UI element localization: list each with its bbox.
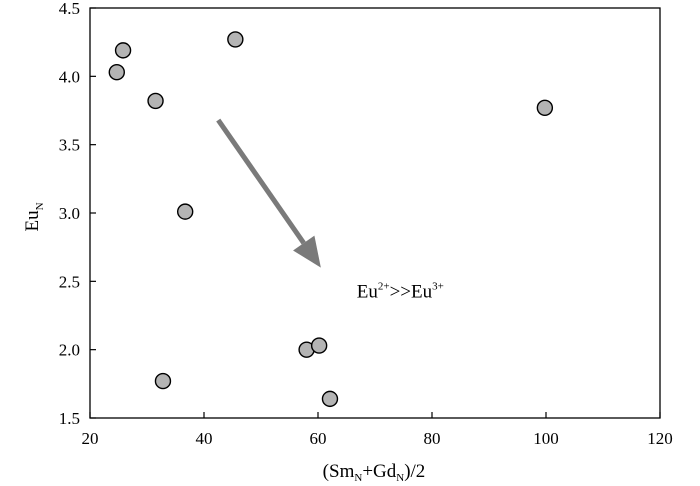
y-tick-label: 1.5 — [59, 409, 80, 428]
x-axis-label-prefix: (Sm — [323, 461, 355, 482]
y-axis-label: EuN — [22, 202, 46, 231]
y-tick-label: 2.5 — [59, 272, 80, 291]
data-point — [176, 203, 194, 220]
plot-frame — [89, 7, 661, 419]
arrow-head — [293, 235, 321, 268]
data-point — [114, 42, 132, 59]
x-axis-label-sub1: N — [354, 472, 362, 484]
y-axis-label-sub: N — [34, 202, 46, 210]
annotation-eu-ratio: Eu2+>>Eu3+ — [357, 281, 444, 303]
x-tick-label: 60 — [310, 429, 327, 448]
data-point — [321, 390, 339, 408]
data-point — [147, 92, 164, 110]
trend-arrow — [216, 118, 321, 268]
arrow-shaft — [216, 118, 306, 245]
x-tick-label: 20 — [82, 429, 99, 448]
data-point — [108, 64, 125, 81]
y-tick-label: 4.0 — [59, 67, 80, 86]
data-point — [536, 99, 554, 116]
x-axis-label-sub2: N — [396, 472, 404, 484]
x-axis-label: (SmN+GdN)/2 — [323, 461, 426, 484]
x-tick-label: 120 — [647, 429, 673, 448]
x-tick-label: 80 — [424, 429, 441, 448]
y-tick-label: 2.0 — [59, 341, 80, 360]
annotation-mid: >>Eu — [390, 282, 433, 303]
x-tick-label: 40 — [196, 429, 213, 448]
axes — [89, 7, 661, 419]
x-axis-label-mid: +Gd — [362, 461, 396, 482]
annotation-sup1: 2+ — [378, 281, 390, 293]
data-point — [154, 372, 172, 390]
y-axis-label-main: Eu — [22, 210, 43, 232]
axis-ticks: 20 40 60 80 100 120 1.5 2.0 2.5 3.0 3.5 4.0 4.5 — [59, 0, 673, 448]
x-tick-label: 100 — [533, 429, 559, 448]
annotation-sup2: 3+ — [432, 281, 444, 293]
data-point — [310, 337, 328, 354]
data-point — [227, 31, 244, 48]
annotation-base1: Eu — [357, 282, 379, 303]
y-tick-label: 4.5 — [59, 0, 80, 18]
x-axis-label-suffix: )/2 — [404, 461, 425, 482]
data-points — [108, 31, 554, 408]
y-tick-label: 3.0 — [59, 204, 80, 223]
y-tick-label: 3.5 — [59, 136, 80, 155]
